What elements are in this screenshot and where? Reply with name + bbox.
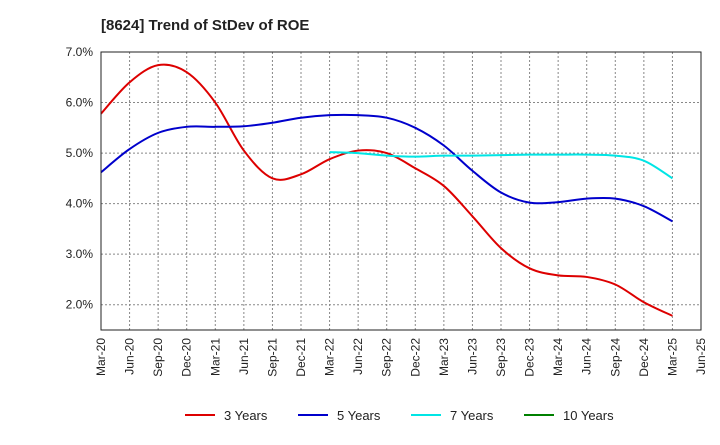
x-tick-label: Mar-20	[94, 338, 108, 376]
y-tick-label: 4.0%	[66, 197, 94, 211]
y-tick-label: 3.0%	[66, 247, 94, 261]
y-tick-label: 7.0%	[66, 45, 94, 59]
x-tick-label: Dec-23	[523, 338, 537, 377]
x-tick-label: Mar-22	[323, 338, 337, 376]
series-line-3-years	[100, 63, 673, 317]
legend: 3 Years 5 Years 7 Years 10 Years	[185, 408, 614, 423]
y-tick-label: 5.0%	[66, 146, 94, 160]
legend-label: 7 Years	[450, 408, 494, 423]
x-tick-label: Jun-25	[694, 338, 708, 375]
x-tick-label: Dec-20	[180, 338, 194, 377]
x-tick-label: Mar-23	[437, 338, 451, 376]
x-tick-label: Jun-21	[237, 338, 251, 375]
x-tick-label: Dec-21	[294, 338, 308, 377]
x-axis: Mar-20 Jun-20 Sep-20 Dec-20 Mar-21 Jun-21 Sep-…	[94, 338, 708, 377]
x-tick-label: Jun-22	[351, 338, 365, 375]
x-tick-label: Dec-24	[637, 338, 651, 377]
legend-label: 3 Years	[224, 408, 268, 423]
legend-label: 5 Years	[337, 408, 381, 423]
series-layer	[100, 63, 673, 317]
x-tick-label: Sep-23	[494, 338, 508, 377]
series-line-7-years	[329, 151, 673, 180]
x-tick-label: Jun-23	[465, 338, 479, 375]
x-tick-label: Sep-21	[265, 338, 279, 377]
x-tick-label: Dec-22	[408, 338, 422, 377]
chart-title: [8624] Trend of StDev of ROE	[101, 17, 309, 34]
x-tick-label: Mar-24	[551, 338, 565, 376]
plot-frame	[100, 51, 702, 331]
x-tick-label: Jun-24	[580, 338, 594, 375]
y-tick-label: 2.0%	[66, 298, 94, 312]
series-line-5-years	[100, 113, 673, 223]
x-tick-label: Sep-24	[608, 338, 622, 377]
y-axis: 2.0% 3.0% 4.0% 5.0% 6.0% 7.0%	[66, 45, 94, 312]
x-tick-label: Mar-21	[208, 338, 222, 376]
grid	[100, 51, 702, 330]
x-tick-label: Jun-20	[123, 338, 137, 375]
x-tick-label: Sep-22	[380, 338, 394, 377]
y-tick-label: 6.0%	[66, 96, 94, 110]
x-tick-label: Mar-25	[665, 338, 679, 376]
x-tick-label: Sep-20	[151, 338, 165, 377]
legend-label: 10 Years	[563, 408, 614, 423]
